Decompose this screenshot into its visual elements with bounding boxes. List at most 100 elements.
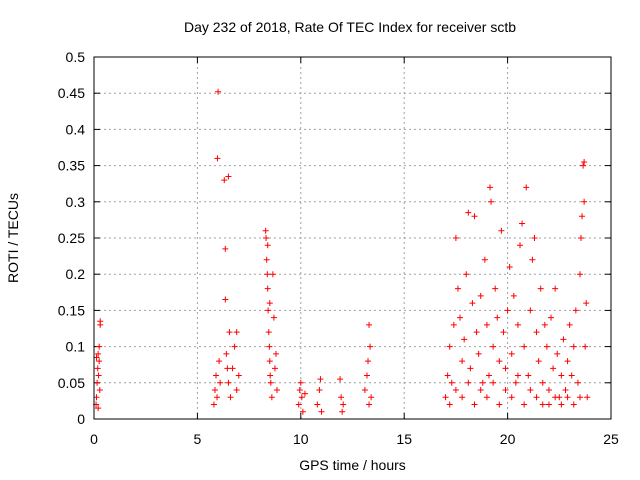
data-point [297, 379, 304, 386]
data-point [314, 401, 321, 408]
data-point [508, 350, 515, 357]
data-point [266, 300, 273, 307]
data-point [272, 350, 279, 357]
chart-title: Day 232 of 2018, Rate Of TEC Index for r… [184, 19, 516, 35]
data-point [366, 321, 373, 328]
data-point [96, 358, 103, 365]
x-axis-label: GPS time / hours [299, 457, 406, 473]
data-point [231, 343, 238, 350]
data-point [558, 372, 565, 379]
data-point [498, 227, 505, 234]
data-point [444, 372, 451, 379]
data-point [263, 235, 270, 241]
data-point [270, 314, 277, 321]
data-point [510, 292, 517, 299]
data-point [548, 314, 555, 321]
data-point [318, 408, 325, 415]
data-point [301, 390, 308, 397]
data-point [494, 314, 501, 321]
data-point [224, 365, 231, 372]
data-point [564, 358, 571, 365]
y-tick-label: 0.4 [66, 121, 86, 137]
data-point [214, 155, 221, 162]
data-point [265, 329, 272, 336]
data-point [216, 358, 223, 365]
y-tick-label: 0.3 [66, 194, 86, 210]
x-tick-label: 15 [396, 431, 412, 447]
data-point [483, 321, 490, 328]
data-point [529, 256, 536, 263]
y-tick-label: 0.25 [58, 230, 85, 246]
data-point [316, 387, 323, 394]
data-point [514, 372, 521, 379]
y-tick-label: 0.5 [66, 49, 86, 65]
data-point [512, 379, 519, 386]
data-point [504, 307, 511, 314]
data-point [578, 235, 585, 241]
data-point [267, 379, 274, 386]
data-point [533, 394, 540, 401]
data-point [368, 394, 375, 401]
data-point [527, 307, 534, 314]
data-point [471, 401, 478, 408]
data-point [450, 321, 457, 328]
data-point [465, 209, 472, 216]
data-point [469, 300, 476, 307]
tick-labels: 0 0.05 0.1 0.15 0.2 0.25 0.3 0.35 0.4 0.45 0.5 0 5 10… [58, 49, 619, 447]
data-point [570, 401, 577, 408]
data-point [363, 372, 370, 379]
data-point [531, 235, 538, 241]
data-point [525, 372, 532, 379]
data-point [564, 394, 571, 401]
data-point [229, 365, 236, 372]
data-point [265, 307, 272, 314]
data-point [454, 285, 461, 292]
data-point [521, 401, 528, 408]
data-point [477, 387, 484, 394]
data-point [574, 379, 581, 386]
data-point [214, 394, 221, 401]
data-point [268, 394, 275, 401]
data-point [473, 329, 480, 336]
data-point [521, 343, 528, 350]
data-point [296, 387, 303, 394]
data-point [448, 379, 455, 386]
data-point [562, 387, 569, 394]
data-point [545, 401, 552, 408]
data-point [298, 394, 305, 401]
data-point [459, 358, 466, 365]
y-tick-label: 0.05 [58, 375, 85, 391]
data-point [582, 343, 589, 350]
data-point [365, 358, 372, 365]
plot-frame [93, 56, 612, 420]
data-point [508, 394, 515, 401]
data-point [295, 401, 302, 408]
data-point [267, 372, 274, 379]
data-point [568, 372, 575, 379]
data-point [475, 350, 482, 357]
data-point [552, 394, 559, 401]
data-point [225, 379, 232, 386]
data-point [235, 372, 242, 379]
data-point [490, 343, 497, 350]
data-point [543, 343, 550, 350]
data-point [366, 401, 373, 408]
data-point [227, 394, 234, 401]
data-point [558, 401, 565, 408]
data-point [471, 213, 478, 220]
y-tick-label: 0.2 [66, 266, 86, 282]
data-point [94, 379, 101, 386]
data-point [502, 387, 509, 394]
x-tick-label: 5 [194, 431, 202, 447]
data-point [487, 184, 494, 191]
data-point [576, 271, 583, 278]
data-point [317, 376, 324, 383]
data-point [221, 177, 228, 184]
data-point [457, 314, 464, 321]
data-point [463, 271, 470, 278]
data-point [496, 358, 503, 365]
data-point [583, 300, 590, 307]
data-point [97, 318, 104, 325]
data-point [554, 350, 561, 357]
data-point [96, 387, 103, 394]
